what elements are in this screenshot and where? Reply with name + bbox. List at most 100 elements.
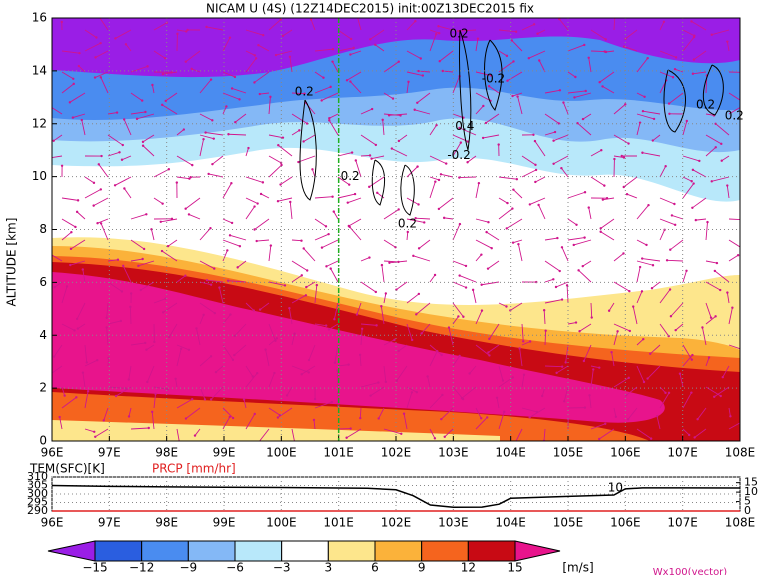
wind-vector-head bbox=[202, 313, 205, 317]
wind-vector bbox=[199, 134, 214, 140]
wind-vector-head bbox=[458, 222, 462, 226]
wind-vector bbox=[61, 286, 68, 304]
wind-vector-head bbox=[720, 142, 723, 146]
wind-vector bbox=[245, 372, 258, 388]
wind-vector-head bbox=[261, 181, 265, 184]
wind-vector bbox=[115, 29, 132, 39]
wind-vector-head bbox=[305, 285, 308, 289]
wind-vector-head bbox=[447, 326, 451, 329]
wind-vector bbox=[636, 260, 654, 266]
wind-vector bbox=[245, 365, 254, 377]
wind-vector-head bbox=[517, 242, 520, 246]
wind-vector-head bbox=[410, 391, 414, 394]
wind-vector bbox=[176, 344, 190, 351]
y-tick-label: 295 bbox=[27, 496, 48, 509]
wind-vector-head bbox=[346, 201, 349, 204]
colorbar-label: 6 bbox=[371, 561, 379, 575]
wind-vector bbox=[153, 298, 166, 304]
wind-vector bbox=[84, 344, 88, 363]
wind-vector-head bbox=[505, 227, 508, 230]
wind-vector bbox=[268, 19, 282, 31]
wind-vector-head bbox=[691, 353, 694, 357]
wind-vector-head bbox=[204, 131, 207, 134]
wind-vector-head bbox=[598, 437, 601, 441]
wind-vector bbox=[429, 274, 436, 283]
colorbar-label: −9 bbox=[179, 561, 197, 575]
wind-vector-head bbox=[464, 264, 468, 268]
wind-vector-head bbox=[298, 129, 301, 132]
wind-vector-head bbox=[213, 311, 217, 315]
wind-vector-head bbox=[731, 306, 734, 309]
wind-vector bbox=[314, 323, 327, 327]
wind-vector-head bbox=[238, 98, 241, 101]
wind-vector bbox=[383, 61, 400, 73]
wind-vector-head bbox=[632, 305, 635, 308]
wind-vector bbox=[142, 134, 155, 143]
wind-vector-head bbox=[649, 437, 653, 440]
wind-vector bbox=[389, 113, 408, 116]
wind-vector bbox=[359, 354, 362, 367]
wind-vector bbox=[235, 113, 247, 123]
wind-vector bbox=[107, 151, 120, 157]
wind-vector-head bbox=[439, 173, 443, 176]
wind-vector-head bbox=[413, 108, 416, 111]
wind-vector bbox=[291, 294, 307, 304]
wind-vector bbox=[346, 71, 362, 81]
wind-vector bbox=[487, 260, 500, 270]
wind-vector bbox=[714, 270, 730, 283]
wind-vector bbox=[563, 102, 569, 115]
wind-vector-head bbox=[417, 247, 421, 250]
wind-vector-head bbox=[327, 328, 331, 331]
wind-vector-head bbox=[276, 416, 280, 419]
wind-vector bbox=[289, 201, 293, 220]
wind-vector bbox=[590, 302, 593, 318]
wind-vector bbox=[452, 113, 464, 119]
wind-vector bbox=[334, 344, 339, 363]
wind-vector-head bbox=[564, 361, 567, 364]
wind-vector-head bbox=[230, 87, 234, 90]
wind-vector bbox=[652, 134, 661, 141]
wind-vector bbox=[229, 234, 247, 241]
wind-vector bbox=[488, 344, 500, 353]
wind-vector-head bbox=[515, 178, 519, 181]
wind-vector-head bbox=[501, 379, 505, 382]
wind-vector-head bbox=[113, 184, 117, 187]
wind-vector bbox=[600, 231, 615, 241]
wind-vector-head bbox=[105, 326, 108, 329]
wind-vector-head bbox=[423, 221, 426, 224]
wind-vector bbox=[360, 382, 379, 388]
wind-vector bbox=[636, 92, 645, 98]
wind-vector bbox=[106, 327, 109, 346]
wind-vector-head bbox=[258, 308, 262, 311]
wind-vector-head bbox=[255, 239, 258, 243]
wind-vector-head bbox=[604, 50, 608, 54]
wind-vector-head bbox=[151, 410, 154, 414]
wind-vector bbox=[512, 239, 523, 244]
x-tick-label: 104E bbox=[495, 446, 526, 460]
wind-vector-head bbox=[710, 180, 713, 183]
wind-vector-head bbox=[273, 371, 276, 375]
wind-vector bbox=[291, 260, 308, 271]
wind-vector bbox=[728, 307, 733, 325]
wind-vector-head bbox=[257, 442, 259, 444]
wind-vector bbox=[130, 213, 147, 220]
wind-vector bbox=[151, 229, 155, 241]
wind-vector-head bbox=[480, 283, 483, 286]
wind-vector-head bbox=[146, 65, 149, 68]
wind-vector-head bbox=[218, 286, 221, 289]
wind-vector-head bbox=[532, 133, 535, 136]
wind-vector bbox=[475, 407, 482, 419]
wind-vector bbox=[259, 92, 270, 95]
wind-vector-head bbox=[729, 415, 732, 418]
wind-vector bbox=[406, 71, 423, 76]
wind-vector-head bbox=[331, 60, 334, 63]
y2-tick-label: 5 bbox=[744, 495, 751, 508]
wind-vector bbox=[486, 231, 500, 241]
wind-vector-head bbox=[72, 82, 75, 86]
wind-vector-head bbox=[302, 140, 305, 143]
wind-vector bbox=[130, 65, 148, 73]
wind-vector bbox=[53, 134, 63, 142]
annotation: 10 bbox=[608, 481, 623, 495]
wind-vector bbox=[301, 365, 316, 375]
wind-vector bbox=[452, 223, 461, 241]
